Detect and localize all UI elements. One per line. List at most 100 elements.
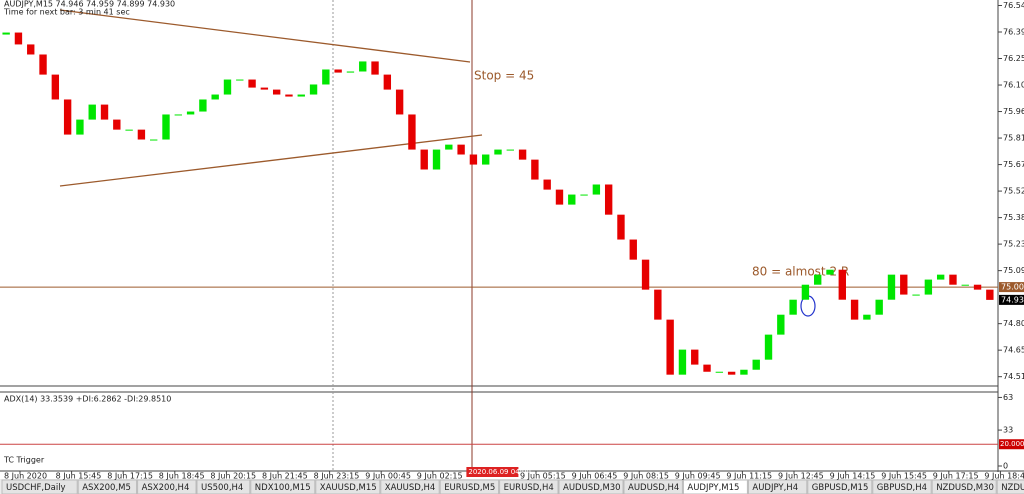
candle — [617, 214, 625, 240]
tab-bar: USDCHF,Daily ASX200,M5 ASX200,H4 US500,H4 ND… — [0, 479, 1024, 494]
candle — [432, 149, 441, 170]
candle — [174, 114, 182, 116]
tab[interactable] — [747, 479, 808, 494]
tab[interactable] — [931, 479, 997, 494]
tab[interactable] — [137, 479, 197, 494]
tab-label[interactable]: EURUSD,H4 — [504, 483, 554, 493]
tab-label[interactable]: AUDJPY,M15 — [687, 483, 739, 493]
tab[interactable] — [1, 479, 78, 494]
indicator-level-box — [999, 439, 1024, 450]
tab[interactable] — [623, 479, 683, 494]
candle — [457, 144, 465, 155]
candle — [838, 269, 846, 300]
tab[interactable] — [439, 479, 500, 494]
tab-label[interactable]: AUDUSD,M30 — [563, 483, 621, 493]
tab-label[interactable]: US500,H4 — [201, 483, 243, 493]
tab[interactable] — [996, 479, 1024, 494]
candle — [199, 99, 207, 112]
tab-label[interactable]: AUDUSD,H4 — [628, 483, 679, 493]
y-tick-label: 75.815 — [1003, 134, 1024, 143]
tab-label[interactable]: XAUUSD,H4 — [385, 483, 436, 493]
tab[interactable] — [315, 479, 381, 494]
candle — [445, 144, 453, 150]
tab[interactable] — [872, 479, 932, 494]
tab-label[interactable]: NZDUSD,M30 — [936, 483, 994, 493]
tab[interactable] — [499, 479, 559, 494]
candle — [814, 274, 822, 285]
candle — [506, 149, 514, 151]
candle — [986, 289, 994, 300]
candle — [789, 299, 797, 315]
candle — [76, 119, 84, 135]
bar-timer: Time for next bar: 3 min 41 sec — [3, 8, 130, 17]
price-level-box — [999, 282, 1024, 293]
candle — [764, 334, 773, 360]
tab-label[interactable]: NZDUSD,H4 — [1001, 483, 1024, 493]
x-tick-label: 8 Jun 2020 — [4, 472, 47, 481]
tab-label[interactable]: AUDJPY,H4 — [752, 483, 798, 493]
candle — [469, 154, 478, 165]
candle — [592, 184, 601, 195]
candle — [703, 364, 711, 372]
candle — [383, 74, 392, 90]
tab-label[interactable]: ASX200,H4 — [142, 483, 190, 493]
tab[interactable] — [380, 479, 440, 494]
candle — [186, 111, 195, 115]
tab[interactable] — [250, 479, 316, 494]
last-price-box — [999, 294, 1024, 305]
candle — [924, 279, 933, 295]
candle — [420, 149, 428, 170]
candle — [14, 32, 23, 45]
candle — [678, 349, 687, 375]
x-tick-label: 9 Jun 17:15 — [933, 472, 979, 481]
candle — [691, 349, 699, 365]
candle — [887, 274, 896, 300]
candle — [740, 369, 748, 375]
x-tick-label: 9 Jun 00:45 — [365, 472, 411, 481]
candle — [580, 194, 588, 196]
tab-label[interactable]: GBPUSD,M15 — [812, 483, 869, 493]
candle — [2, 32, 10, 35]
candle — [777, 314, 785, 335]
candle — [223, 79, 232, 95]
tab-label[interactable]: NDX100,M15 — [255, 483, 311, 493]
candle — [371, 61, 379, 75]
x-tick-label: 8 Jun 20:15 — [210, 472, 256, 481]
trendline — [59, 9, 471, 63]
candle — [236, 79, 244, 81]
tab-label[interactable]: GBPUSD,H4 — [877, 483, 927, 493]
tab[interactable] — [682, 479, 748, 494]
tab-label[interactable]: EURUSD,M5 — [444, 483, 495, 493]
candle — [666, 319, 674, 375]
tab-label[interactable]: XAUUSD,M15 — [320, 483, 377, 493]
y-tick-label: 75.670 — [1003, 160, 1024, 169]
candle — [850, 299, 859, 320]
x-tick-label: 9 Jun 02:15 — [417, 472, 463, 481]
candle — [63, 99, 72, 135]
candle — [752, 359, 760, 370]
tab-label[interactable]: ASX200,M5 — [82, 483, 131, 493]
tab[interactable] — [77, 479, 138, 494]
candle — [39, 54, 47, 75]
tab[interactable] — [196, 479, 251, 494]
tab-label[interactable]: USDCHF,Daily — [6, 483, 66, 493]
tab[interactable] — [558, 479, 624, 494]
candle — [334, 69, 342, 73]
candle — [51, 74, 60, 100]
tab[interactable] — [807, 479, 873, 494]
candle — [912, 294, 920, 296]
candle — [346, 71, 355, 73]
x-tick-label: 8 Jun 23:15 — [314, 472, 360, 481]
symbol-line: AUDJPY,M15 74.946 74.959 74.899 74.930 — [4, 0, 175, 9]
candle — [826, 269, 834, 275]
x-tick-label: 9 Jun 06:45 — [572, 472, 618, 481]
candle — [272, 89, 281, 95]
x-tick-label: 9 Jun 14:15 — [830, 472, 876, 481]
candle — [88, 104, 96, 120]
candle — [531, 159, 539, 180]
candle — [518, 149, 527, 160]
y-tick-label: 74.800 — [1003, 319, 1024, 328]
annotation: 80 = almost 2 R — [752, 265, 849, 279]
